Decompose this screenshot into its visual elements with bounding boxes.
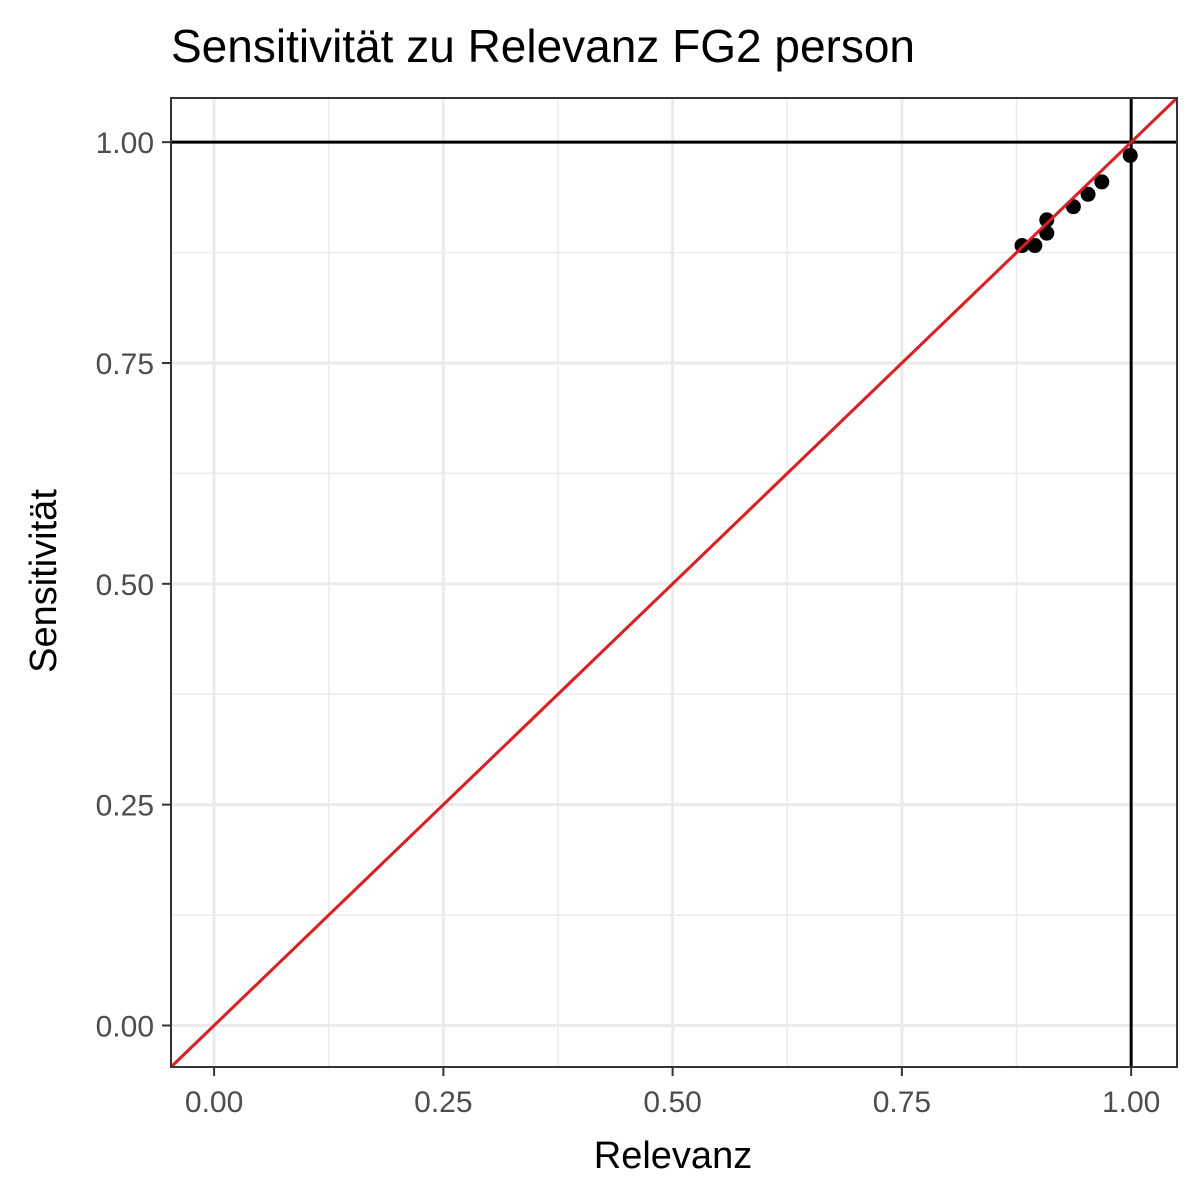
y-tick-label: 0.75: [96, 348, 154, 381]
x-tick-label: 0.75: [873, 1086, 931, 1119]
x-tick-label: 0.25: [414, 1086, 472, 1119]
data-point: [1080, 186, 1096, 202]
x-tick-label: 0.00: [185, 1086, 243, 1119]
data-point: [1039, 225, 1055, 241]
x-tick-label: 1.00: [1102, 1086, 1160, 1119]
y-tick-label: 0.50: [96, 569, 154, 602]
y-axis-title: Sensitivität: [23, 489, 65, 673]
reference-lines: [171, 98, 1177, 1067]
identity-line-group: [169, 96, 1179, 1069]
x-axis-title: Relevanz: [594, 1135, 752, 1177]
data-point: [1039, 212, 1055, 228]
y-tick-label: 0.00: [96, 1010, 154, 1043]
chart-title: Sensitivität zu Relevanz FG2 person: [171, 20, 915, 72]
x-axis: 0.00 0.25 0.50 0.75 1.00: [185, 1067, 1160, 1119]
data-point: [1027, 238, 1043, 254]
y-axis: 0.00 0.25 0.50 0.75 1.00: [96, 127, 171, 1043]
y-tick-label: 0.25: [96, 790, 154, 823]
data-point: [1122, 147, 1138, 163]
x-tick-label: 0.50: [643, 1086, 701, 1119]
identity-line: [169, 96, 1179, 1069]
data-point: [1094, 174, 1110, 190]
panel-border: [170, 97, 1178, 1068]
y-tick-label: 1.00: [96, 127, 154, 160]
